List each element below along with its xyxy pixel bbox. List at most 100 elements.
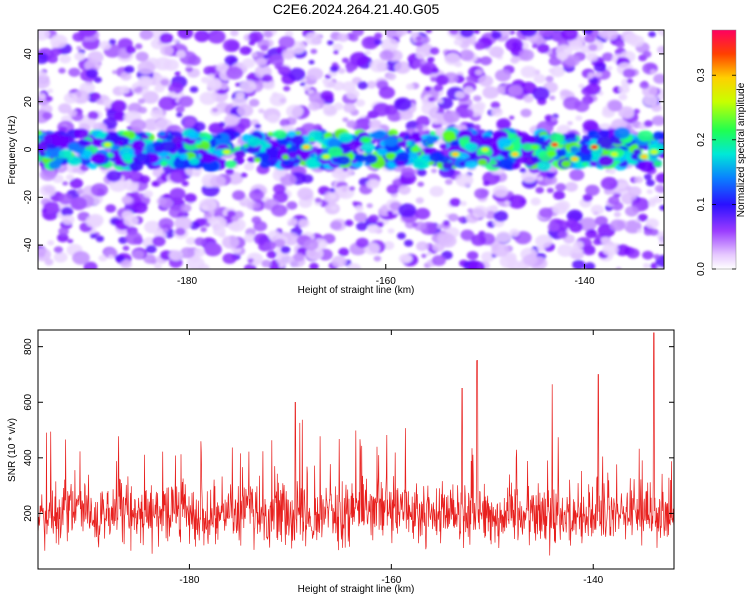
spectrogram-cell [77,149,84,155]
spectrogram-cell [187,55,201,66]
spectrogram-cell [336,155,351,166]
spectrogram-cell [411,222,418,228]
spectrogram-cell [254,123,262,129]
spectrogram-cell [615,41,625,49]
spectrogram-cell [112,144,121,151]
spectrogram-cell [303,85,311,91]
spectrogram-cell [594,215,608,226]
spectrogram-cell [222,253,237,264]
spectrogram-cell [360,142,375,152]
spectrogram-cell [189,157,200,165]
spectrogram-cell [406,151,419,161]
spectrogram-cell [158,96,177,111]
spectrogram-cell [142,91,159,104]
spectrogram-cell [222,235,240,249]
spectrogram-cell [473,124,481,130]
spectrogram-cell [253,233,269,246]
spectrogram-cell [653,73,664,84]
spectrogram-cell [519,30,538,37]
spectrogram-cell [114,254,125,263]
spectrogram-cell [130,119,147,132]
spectrogram-cell [251,52,258,57]
spectrogram-cell [499,254,518,269]
spectrogram-cell [231,215,239,222]
spectrogram-cell [398,185,411,195]
spectrogram-cell [472,205,488,218]
spectrogram-cell [260,44,269,52]
spectrogram-cell [295,131,302,135]
colorbar-tick-label: 0.2 [696,132,707,146]
spectrogram-cell [132,201,148,214]
spectrogram-cell [235,82,241,87]
spectrogram-cell [354,140,363,147]
spectrogram-cell [349,186,356,191]
spectrogram-cell [286,201,298,210]
spectrogram-cell [194,237,206,246]
spectrogram-cell [546,172,555,179]
spectrogram-cell [253,221,268,232]
spectrogram-cell [58,103,72,114]
spectrogram-cell [638,160,656,173]
spectrogram-cell [383,135,399,147]
spectrogram-cell [538,207,553,219]
spectrogram-cell [119,85,130,94]
spectrogram-cell [491,243,509,257]
spectrogram-cell [425,251,432,257]
spectrogram-cell [459,30,474,38]
spectrogram-cell [269,93,287,107]
spectrogram-cell [144,220,161,234]
spectrogram-cell [308,137,315,142]
spectrogram-cell [38,93,46,99]
spectrogram-cell [137,98,146,104]
spectrogram-cell [367,224,380,234]
spectrogram-hotspot [223,149,231,155]
spectrogram-hotspot [571,156,579,162]
spectrogram-cell [365,50,371,55]
spectrogram-cell [618,106,635,119]
spectrogram-cell [601,52,614,62]
spectrogram-cell [154,57,172,71]
spectrogram-cell [67,238,74,244]
spectrogram-cell [396,160,405,167]
spectrogram-cell [43,201,61,216]
spectrogram-cell [604,184,611,190]
spectrogram-x-tick-label: -180 [177,276,197,287]
spectrogram-cell [273,129,287,140]
spectrogram-cell [346,120,357,129]
spectrogram-cell [465,160,478,169]
spectrogram-cell [588,44,598,51]
spectrogram-cell [457,216,465,222]
spectrogram-cell [291,135,305,145]
spectrogram-cell [177,30,194,40]
spectrogram-cell [38,130,43,136]
spectrogram-cell [308,101,321,111]
spectrogram-cell [465,75,474,82]
spectrogram-cell [242,58,256,69]
spectrogram-cell [394,97,412,111]
spectrogram-cell [630,153,641,161]
spectrogram-cell [267,114,280,124]
spectrogram-cell [374,39,383,46]
spectrogram-cell [401,167,415,178]
spectrogram-cell [387,210,393,215]
snr-x-ticks: -180 -160 -140 [179,330,604,586]
spectrogram-cell [570,146,580,153]
spectrogram-cell [287,151,298,159]
spectrogram-cell [132,250,145,260]
spectrogram-cell [207,30,226,44]
colorbar-gradient [711,29,737,270]
spectrogram-cell [201,76,210,84]
spectrogram-hotspot [610,152,618,157]
spectrogram-cell [279,145,287,151]
spectrogram-cell [333,102,344,111]
spectrogram-cell [537,245,545,252]
spectrogram-cell [556,51,569,61]
spectrogram-cell [202,160,219,172]
spectrogram-cell [336,165,354,179]
spectrogram-cell [601,30,619,41]
spectrogram-hotspot [590,144,598,150]
spectrogram-cell [589,77,599,85]
spectrogram-cell [520,135,535,146]
colorbar-tick-label: 0.0 [696,262,707,276]
spectrogram-cell [532,86,550,101]
